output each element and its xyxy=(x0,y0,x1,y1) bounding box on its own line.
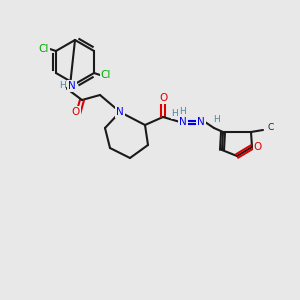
Text: O: O xyxy=(72,107,80,117)
Text: O: O xyxy=(254,142,262,152)
Text: N: N xyxy=(116,107,124,117)
Text: H: H xyxy=(180,107,186,116)
Text: N: N xyxy=(179,117,187,127)
Text: H: H xyxy=(172,110,178,118)
Text: H: H xyxy=(213,115,219,124)
Text: H: H xyxy=(58,82,65,91)
Text: O: O xyxy=(159,93,167,103)
Text: N: N xyxy=(197,117,205,127)
Text: N: N xyxy=(68,81,76,91)
Text: C: C xyxy=(268,124,274,133)
Text: Cl: Cl xyxy=(101,70,111,80)
Text: Cl: Cl xyxy=(39,44,49,54)
